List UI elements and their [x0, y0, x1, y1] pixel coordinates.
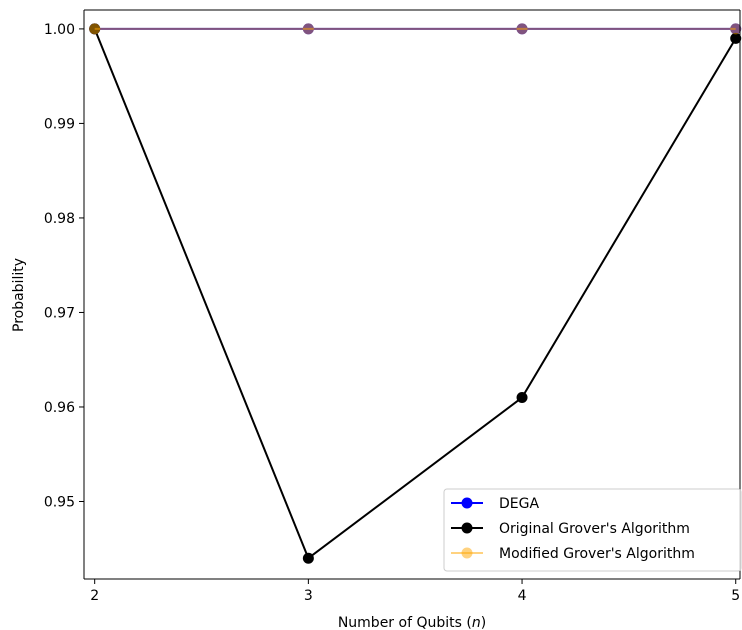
data-point-2-3 — [730, 23, 742, 35]
y-axis-label: Probability — [11, 258, 27, 332]
legend-marker-1 — [461, 522, 473, 534]
data-point-2-0 — [89, 23, 101, 35]
x-axis-label: Number of Qubits (n) — [338, 615, 486, 630]
data-point-1-3 — [730, 32, 742, 44]
data-point-1-2 — [516, 392, 528, 404]
legend-frame — [443, 488, 742, 572]
axes-layer — [83, 9, 741, 580]
series-layer — [89, 23, 742, 564]
legend: DEGA Original Grover's Algorithm Modified … — [443, 488, 742, 572]
ticks-layer: 2 3 4 5 0.95 0.96 0.97 0.98 0.99 1.00 — [44, 22, 740, 604]
legend-label-1: Original Grover's Algorithm — [499, 521, 690, 537]
legend-entries: DEGA Original Grover's Algorithm Modified … — [451, 496, 695, 562]
y-tick-label-4: 0.99 — [44, 116, 75, 132]
data-point-2-2 — [516, 23, 528, 35]
legend-label-0: DEGA — [499, 496, 539, 512]
data-point-1-1 — [302, 552, 314, 564]
y-tick-label-5: 1.00 — [44, 22, 75, 38]
legend-label-2: Modified Grover's Algorithm — [499, 546, 695, 562]
x-tick-label-3: 5 — [731, 588, 740, 604]
y-tick-label-2: 0.97 — [44, 305, 75, 321]
series-line-1 — [93, 28, 737, 560]
legend-marker-0 — [461, 497, 473, 509]
y-tick-label-3: 0.98 — [44, 211, 75, 227]
plot-area — [84, 10, 740, 579]
y-tick-label-1: 0.96 — [44, 400, 75, 416]
x-tick-label-1: 3 — [304, 588, 313, 604]
legend-marker-2 — [461, 547, 473, 559]
x-tick-label-0: 2 — [90, 588, 99, 604]
data-point-2-1 — [302, 23, 314, 35]
y-tick-label-0: 0.95 — [44, 494, 75, 510]
x-tick-label-2: 4 — [518, 588, 527, 604]
